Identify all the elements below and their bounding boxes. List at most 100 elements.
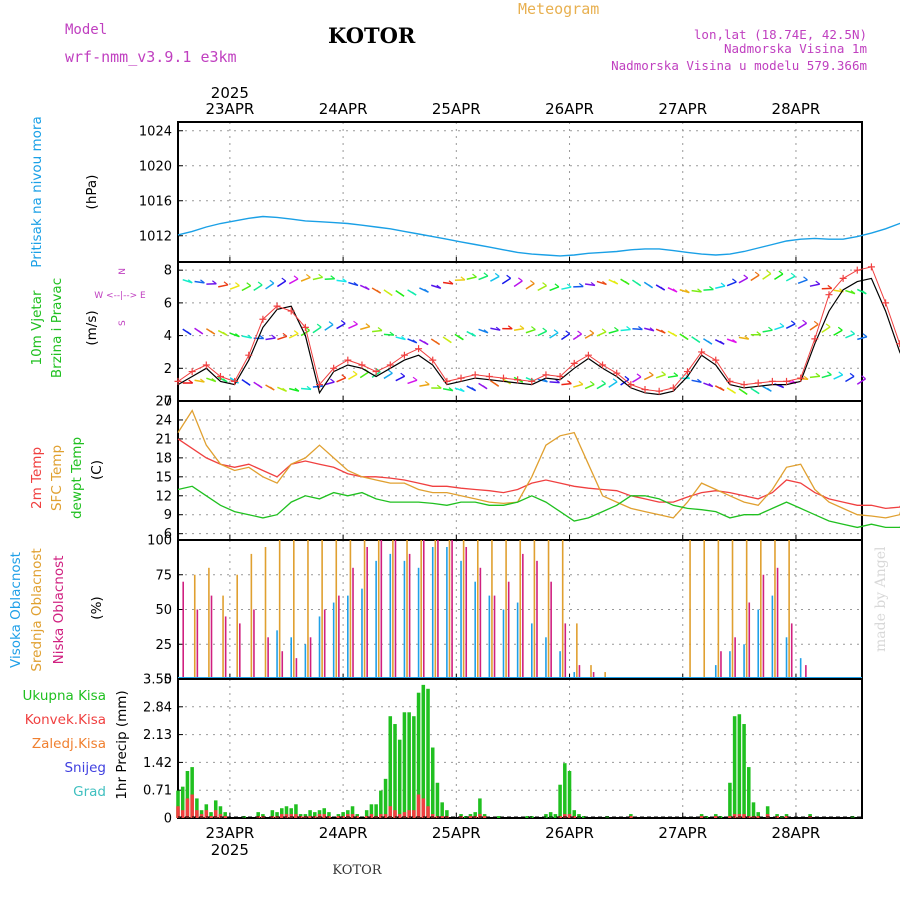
temp-title-1: 2m Temp — [29, 447, 45, 509]
wind-arrow — [348, 324, 357, 328]
wind-arrow-head — [330, 379, 334, 382]
y-tick-label: 27 — [155, 395, 172, 410]
gust-marker — [472, 371, 479, 378]
wind-arrow — [632, 377, 641, 382]
wind-arrow-head — [590, 330, 594, 333]
wind-arrow — [834, 375, 843, 379]
y-tick-label: 2 — [164, 362, 172, 377]
wind-arrow — [609, 382, 617, 388]
wind-arrow — [479, 276, 488, 280]
wind-arrow — [751, 275, 759, 280]
wind-arrow-head — [721, 283, 725, 286]
y-tick-label: 0.71 — [143, 784, 172, 799]
wind-arrow — [774, 326, 783, 329]
wind-arrow — [526, 284, 534, 289]
wind-arrow-head — [791, 321, 795, 324]
wind-arrow-head — [270, 280, 274, 283]
wind-arrow — [597, 332, 606, 336]
wind-arrow — [703, 290, 713, 291]
y-tick-label: 24 — [155, 413, 172, 428]
wind-arrow-head — [732, 279, 736, 282]
wind-arrow-head — [353, 371, 357, 374]
wind-arrow-head — [317, 324, 321, 327]
precip-bar-ukupna-kisa — [752, 802, 756, 818]
y-tick-label: 1012 — [139, 229, 172, 244]
wind-arrow-head — [637, 374, 641, 377]
precip-bar-konvek-kisa — [700, 816, 704, 818]
temp-title-2: SFC Temp — [49, 445, 65, 511]
wind-arrow-head — [826, 324, 830, 327]
wind-arrow — [798, 280, 807, 284]
wind-arrow — [325, 325, 333, 331]
wind-arrow-head — [354, 321, 358, 324]
gust-marker — [854, 267, 861, 274]
wind-arrow — [242, 286, 251, 291]
wind-arrow — [550, 287, 559, 291]
temp-unit: (C) — [89, 460, 105, 480]
wind-arrow — [218, 285, 228, 287]
station-title: KOTOR — [328, 23, 416, 48]
gust-marker — [401, 352, 408, 359]
wind-arrow — [384, 373, 392, 378]
model-name: wrf-nmm_v3.9.1 e3km — [65, 48, 237, 66]
y-tick-label: 3.55 — [143, 673, 172, 688]
panel-frame — [178, 679, 862, 818]
bottom-date-label: 25APR — [432, 824, 481, 842]
precip-legend-item: Grad — [73, 784, 106, 800]
precip-bar-ukupna-kisa — [379, 791, 383, 818]
wind-arrow-head — [531, 327, 535, 330]
wind-arrow — [230, 286, 239, 290]
series-line-pressure-msl — [178, 128, 900, 256]
wind-arrow-head — [543, 328, 547, 331]
precip-bar-ukupna-kisa — [384, 779, 388, 818]
wind-arrow — [467, 277, 477, 279]
wind-arrow — [597, 384, 606, 389]
gust-marker — [542, 371, 549, 378]
wind-arrow-head — [271, 335, 275, 338]
precip-bar-ukupna-kisa — [407, 712, 411, 818]
top-date-label: 26APR — [545, 100, 594, 118]
precip-bar-konvek-kisa — [422, 798, 426, 818]
wind-arrow-head — [780, 323, 784, 326]
wind-unit: (m/s) — [84, 310, 100, 345]
wind-arrow — [739, 278, 748, 283]
wind-arrow-head — [247, 283, 251, 286]
wind-arrow — [301, 277, 310, 281]
wind-arrow — [254, 285, 262, 290]
wind-arrow-head — [827, 372, 831, 375]
wind-arrow-head — [851, 331, 855, 334]
precip-bar-ukupna-kisa — [440, 802, 444, 818]
wind-arrow — [419, 384, 429, 386]
top-date-label: 23APR — [205, 100, 254, 118]
lonlat-label: lon,lat (18.74E, 42.5N) — [694, 27, 867, 42]
precip-bar-ukupna-kisa — [374, 804, 378, 818]
wind-arrow-head — [613, 379, 617, 382]
wind-arrow — [727, 282, 736, 286]
precip-legend-item: Ukupna Kisa — [23, 688, 106, 704]
wind-arrow — [585, 384, 594, 388]
wind-arrow — [538, 331, 547, 335]
wind-arrow-head — [366, 324, 370, 327]
wind-arrow-head — [425, 381, 429, 384]
wind-arrow-head — [329, 322, 333, 325]
gust-marker — [698, 348, 705, 355]
precip-bar-ukupna-kisa — [398, 740, 402, 818]
precip-bar-konvek-kisa — [176, 806, 180, 818]
wind-title-2: Brzina i Pravac — [49, 278, 65, 378]
gust-marker — [811, 335, 818, 342]
top-date-label: 25APR — [432, 100, 481, 118]
precip-bar-konvek-kisa — [186, 798, 190, 818]
precip-bar-konvek-kisa — [469, 816, 473, 818]
wind-arrow — [561, 334, 569, 340]
wind-arrow-head — [838, 327, 842, 330]
wind-arrow-head — [602, 329, 606, 332]
wind-arrow-head — [282, 278, 286, 281]
model-elevation-label: Nadmorska Visina u modelu 579.366m — [611, 58, 867, 73]
bottom-date-label: 27APR — [658, 824, 707, 842]
wind-arrow — [822, 327, 830, 333]
wind-arrow — [396, 376, 405, 380]
wind-arrow-head — [590, 381, 594, 384]
gust-marker — [726, 378, 733, 385]
wind-arrow — [715, 286, 725, 288]
